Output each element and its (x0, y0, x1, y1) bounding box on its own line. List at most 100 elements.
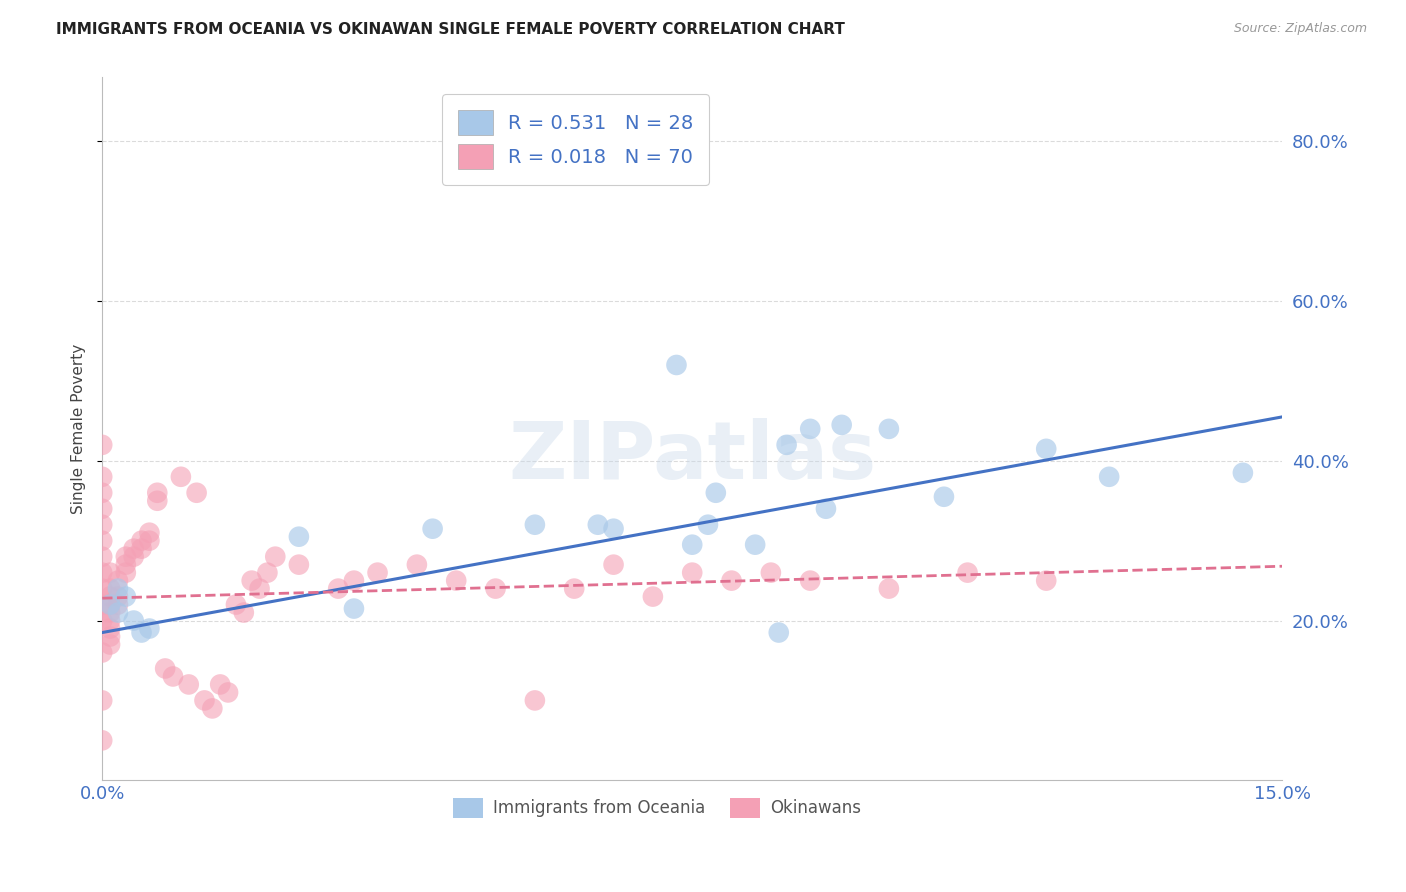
Point (91, 533, 114, 548)
Point (288, 558, 311, 572)
Point (956, 566, 979, 580)
Point (114, 590, 136, 604)
Point (225, 598, 247, 612)
Point (343, 574, 366, 588)
Point (209, 677, 232, 691)
Text: ZIPatlas: ZIPatlas (508, 418, 876, 496)
Legend: Immigrants from Oceania, Okinawans: Immigrants from Oceania, Okinawans (446, 791, 868, 825)
Point (641, 590, 664, 604)
Text: Source: ZipAtlas.com: Source: ZipAtlas.com (1233, 22, 1367, 36)
Point (107, 598, 129, 612)
Point (367, 566, 389, 580)
Point (256, 566, 278, 580)
Point (186, 485, 208, 500)
Point (1035, 574, 1057, 588)
Point (932, 490, 955, 504)
Point (114, 566, 136, 580)
Point (831, 417, 853, 432)
Point (217, 685, 239, 699)
Point (759, 566, 782, 580)
Y-axis label: Single Female Poverty: Single Female Poverty (72, 343, 86, 514)
Point (264, 549, 287, 564)
Point (720, 574, 742, 588)
Point (91, 566, 114, 580)
Point (162, 669, 184, 683)
Point (107, 590, 129, 604)
Point (484, 582, 506, 596)
Point (240, 574, 263, 588)
Point (744, 538, 766, 552)
Point (98, 622, 121, 636)
Point (98, 630, 121, 644)
Point (704, 485, 727, 500)
Point (114, 558, 136, 572)
Point (98, 590, 121, 604)
Point (91, 485, 114, 500)
Point (170, 470, 193, 484)
Point (91, 733, 114, 747)
Point (523, 693, 546, 707)
Point (201, 701, 224, 715)
Point (343, 601, 366, 615)
Point (814, 501, 837, 516)
Point (1098, 470, 1121, 484)
Point (1035, 442, 1057, 456)
Point (288, 530, 311, 544)
Point (602, 558, 624, 572)
Point (91, 598, 114, 612)
Point (328, 582, 350, 596)
Point (697, 517, 720, 532)
Point (681, 566, 703, 580)
Point (193, 693, 215, 707)
Text: IMMIGRANTS FROM OCEANIA VS OKINAWAN SINGLE FEMALE POVERTY CORRELATION CHART: IMMIGRANTS FROM OCEANIA VS OKINAWAN SING… (56, 22, 845, 37)
Point (131, 541, 153, 556)
Point (98, 606, 121, 620)
Point (107, 606, 129, 620)
Point (799, 422, 821, 436)
Point (91, 517, 114, 532)
Point (138, 622, 160, 636)
Point (249, 582, 271, 596)
Point (153, 661, 176, 675)
Point (107, 582, 129, 596)
Point (177, 677, 200, 691)
Point (122, 614, 145, 628)
Point (91, 501, 114, 516)
Point (131, 625, 153, 640)
Point (602, 522, 624, 536)
Point (768, 625, 790, 640)
Point (91, 614, 114, 628)
Point (146, 493, 169, 508)
Point (122, 541, 145, 556)
Point (444, 574, 467, 588)
Point (138, 525, 160, 540)
Point (877, 582, 900, 596)
Point (523, 517, 546, 532)
Point (586, 517, 609, 532)
Point (98, 638, 121, 652)
Point (232, 606, 254, 620)
Point (146, 485, 169, 500)
Point (122, 549, 145, 564)
Point (98, 598, 121, 612)
Point (91, 438, 114, 452)
Point (799, 574, 821, 588)
Point (107, 574, 129, 588)
Point (775, 438, 797, 452)
Point (665, 358, 688, 372)
Point (138, 533, 160, 548)
Point (91, 693, 114, 707)
Point (91, 646, 114, 660)
Point (1232, 466, 1254, 480)
Point (681, 538, 703, 552)
Point (406, 558, 429, 572)
Point (98, 566, 121, 580)
Point (98, 614, 121, 628)
Point (877, 422, 900, 436)
Point (562, 582, 585, 596)
Point (98, 582, 121, 596)
Point (91, 549, 114, 564)
Point (91, 582, 114, 596)
Point (114, 549, 136, 564)
Point (98, 598, 121, 612)
